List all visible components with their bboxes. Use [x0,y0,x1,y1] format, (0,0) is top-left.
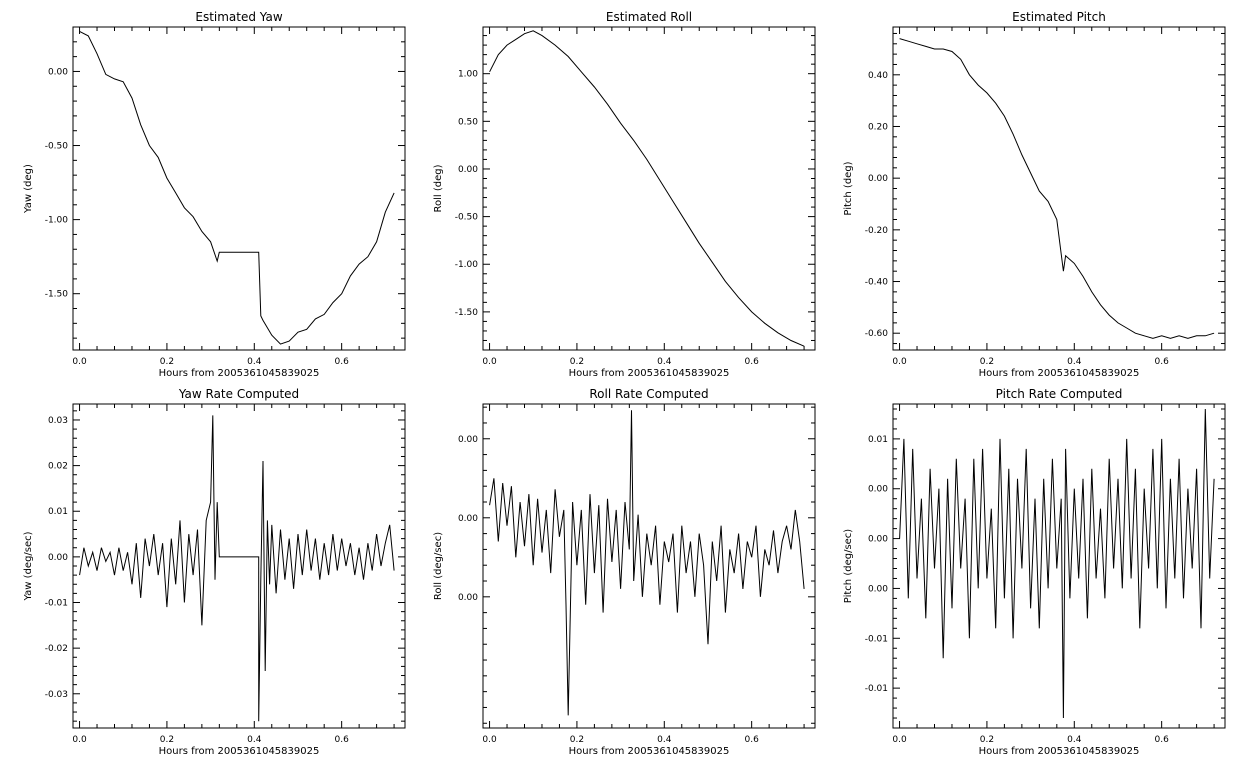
y-tick-label: 0.00 [868,485,888,495]
y-tick-label: 0.00 [868,584,888,594]
x-axis-label: Hours from 2005361045839025 [569,746,730,757]
y-tick-label: -0.50 [45,142,69,152]
y-tick-label: 0.00 [458,593,478,603]
x-axis-label: Hours from 2005361045839025 [569,368,730,379]
y-tick-label: -1.00 [45,216,69,226]
chart-panel-1: Estimated Yaw Hours from 2005361045839025… [23,10,406,379]
plot-frame [482,403,816,729]
y-tick-label: 1.00 [458,70,478,80]
x-tick-label: 0.0 [892,735,907,745]
y-tick-label: 0.00 [48,67,68,77]
x-tick-label: 0.2 [570,357,584,367]
chart-title: Pitch Rate Computed [996,387,1123,401]
y-tick-label: 0.40 [868,71,888,81]
series-line [79,415,395,722]
x-tick-label: 0.2 [980,735,994,745]
series-line [489,410,805,716]
series-line [489,30,805,347]
x-tick-label: 0.4 [657,357,672,367]
y-tick-label: -1.50 [455,308,479,318]
plot-frame [892,26,1226,351]
x-tick-label: 0.0 [72,357,87,367]
x-tick-label: 0.0 [482,735,497,745]
chart-panel-6: Pitch Rate Computed Hours from 2005361045… [843,387,1226,757]
plot-frame [892,403,1226,729]
chart-title: Estimated Yaw [195,10,282,24]
y-tick-label: -0.01 [865,684,888,694]
y-tick-label: -0.20 [865,226,889,236]
y-tick-label: -0.01 [45,599,68,609]
plot-frame [72,26,406,351]
y-tick-label: -1.50 [45,290,69,300]
x-tick-label: 0.6 [334,357,349,367]
x-tick-label: 0.2 [980,357,994,367]
series-line [79,30,395,345]
y-tick-label: 0.03 [48,416,68,426]
y-tick-label: -0.02 [45,644,68,654]
x-tick-label: 0.6 [334,735,349,745]
y-tick-label: -0.50 [455,213,479,223]
chart-panel-2: Estimated Roll Hours from 200536104583902… [433,10,816,379]
x-axis-label: Hours from 2005361045839025 [979,746,1140,757]
x-tick-label: 0.2 [160,357,174,367]
chart-title: Estimated Pitch [1012,10,1106,24]
x-tick-label: 0.6 [744,735,759,745]
y-tick-label: 0.00 [868,535,888,545]
y-axis-label: Pitch (deg) [843,161,854,215]
chart-title: Roll Rate Computed [589,387,708,401]
x-tick-label: 0.4 [247,735,262,745]
y-tick-label: 0.50 [458,117,478,127]
y-tick-label: 0.00 [458,165,478,175]
chart-panel-3: Estimated Pitch Hours from 20053610458390… [843,10,1226,379]
y-tick-label: 0.00 [458,435,478,445]
y-tick-label: 0.20 [868,122,888,132]
x-tick-label: 0.0 [72,735,87,745]
chart-panel-4: Yaw Rate Computed Hours from 200536104583… [23,387,406,757]
y-axis-label: Roll (deg/sec) [433,532,444,600]
y-axis-label: Yaw (deg/sec) [23,531,34,601]
y-tick-label: 0.02 [48,462,68,472]
x-tick-label: 0.6 [1154,735,1169,745]
x-tick-label: 0.6 [1154,357,1169,367]
y-tick-label: -0.01 [865,634,888,644]
x-tick-label: 0.4 [657,735,672,745]
x-tick-label: 0.4 [1067,735,1082,745]
y-tick-label: 0.00 [868,174,888,184]
y-axis-label: Pitch (deg/sec) [843,529,854,604]
chart-panel-5: Roll Rate Computed Hours from 20053610458… [433,387,816,757]
y-tick-label: 0.01 [48,507,68,517]
y-tick-label: 0.00 [458,514,478,524]
plot-frame [482,26,816,351]
x-tick-label: 0.6 [744,357,759,367]
x-tick-label: 0.2 [160,735,174,745]
series-line [899,38,1215,339]
x-tick-label: 0.0 [892,357,907,367]
y-tick-label: -0.03 [45,690,68,700]
x-tick-label: 0.0 [482,357,497,367]
y-axis-label: Roll (deg) [433,164,444,212]
y-tick-label: 0.01 [868,435,888,445]
y-tick-label: -0.40 [865,278,889,288]
chart-title: Yaw Rate Computed [178,387,299,401]
y-tick-label: 0.00 [48,553,68,563]
y-axis-label: Yaw (deg) [23,164,34,214]
x-tick-label: 0.4 [247,357,262,367]
chart-title: Estimated Roll [606,10,692,24]
series-line [899,408,1215,719]
x-axis-label: Hours from 2005361045839025 [159,368,320,379]
x-axis-label: Hours from 2005361045839025 [159,746,320,757]
y-tick-label: -0.60 [865,329,889,339]
x-tick-label: 0.4 [1067,357,1082,367]
x-axis-label: Hours from 2005361045839025 [979,368,1140,379]
y-tick-label: -1.00 [455,260,479,270]
x-tick-label: 0.2 [570,735,584,745]
